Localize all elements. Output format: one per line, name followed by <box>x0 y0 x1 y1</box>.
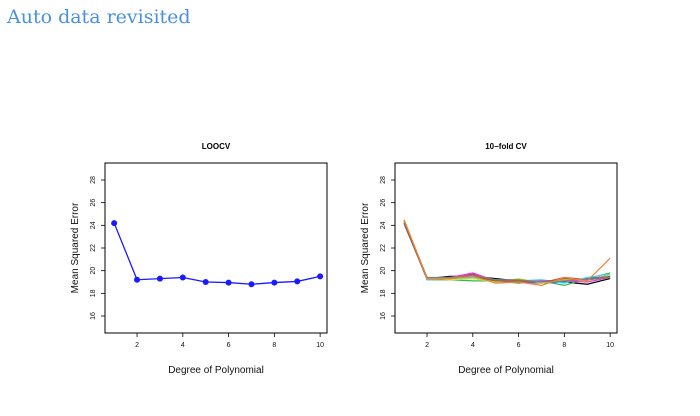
series-line-3 <box>403 222 611 286</box>
y-axis-label: Mean Squared Error <box>360 202 371 293</box>
series-line-1 <box>403 220 611 285</box>
series-line-6 <box>403 222 611 283</box>
y-tick-label: 20 <box>380 267 387 275</box>
series-line-5 <box>403 221 611 284</box>
data-point <box>248 281 255 288</box>
x-tick-label: 8 <box>562 342 566 349</box>
series-line-1 <box>113 222 321 285</box>
x-tick-label: 8 <box>272 342 276 349</box>
chart-title: 10−fold CV <box>485 142 527 151</box>
data-point <box>179 274 186 281</box>
y-tick-label: 28 <box>90 176 97 184</box>
x-axis-label: Degree of Polynomial <box>168 365 264 376</box>
y-tick-label: 28 <box>380 176 387 184</box>
data-point <box>225 279 232 286</box>
x-tick-label: 4 <box>181 342 185 349</box>
x-tick-label: 4 <box>471 342 475 349</box>
y-tick-label: 22 <box>380 244 387 252</box>
y-tick-label: 24 <box>380 221 387 229</box>
x-tick-label: 6 <box>517 342 521 349</box>
slide-title: Auto data revisited <box>7 6 191 28</box>
series-line-4 <box>403 223 611 284</box>
chart-title: LOOCV <box>202 142 231 151</box>
x-tick-label: 10 <box>316 342 324 349</box>
y-tick-label: 22 <box>90 244 97 252</box>
series-line-7 <box>403 221 611 284</box>
data-point <box>317 273 324 280</box>
plot-frame <box>104 162 328 334</box>
data-point <box>271 279 278 286</box>
series-line-2 <box>403 221 611 284</box>
data-point <box>156 275 163 282</box>
data-point <box>294 278 301 285</box>
data-point <box>202 279 209 285</box>
data-point <box>134 276 141 283</box>
x-tick-label: 2 <box>425 342 429 349</box>
y-tick-label: 20 <box>90 267 97 275</box>
x-tick-label: 6 <box>227 342 231 349</box>
y-tick-label: 16 <box>90 312 97 320</box>
plot-frame <box>394 162 618 334</box>
series-line-8 <box>403 222 611 283</box>
x-axis-label: Degree of Polynomial <box>458 365 554 376</box>
data-point <box>111 220 118 227</box>
x-tick-label: 2 <box>135 342 139 349</box>
y-tick-label: 26 <box>380 199 387 207</box>
y-tick-label: 18 <box>90 289 97 297</box>
y-tick-label: 16 <box>380 312 387 320</box>
y-tick-label: 18 <box>380 289 387 297</box>
series-line-9 <box>403 220 611 283</box>
series-line-10 <box>403 219 611 286</box>
y-axis-label: Mean Squared Error <box>70 202 81 293</box>
x-tick-label: 10 <box>606 342 614 349</box>
y-tick-label: 24 <box>90 221 97 229</box>
y-tick-label: 26 <box>90 199 97 207</box>
